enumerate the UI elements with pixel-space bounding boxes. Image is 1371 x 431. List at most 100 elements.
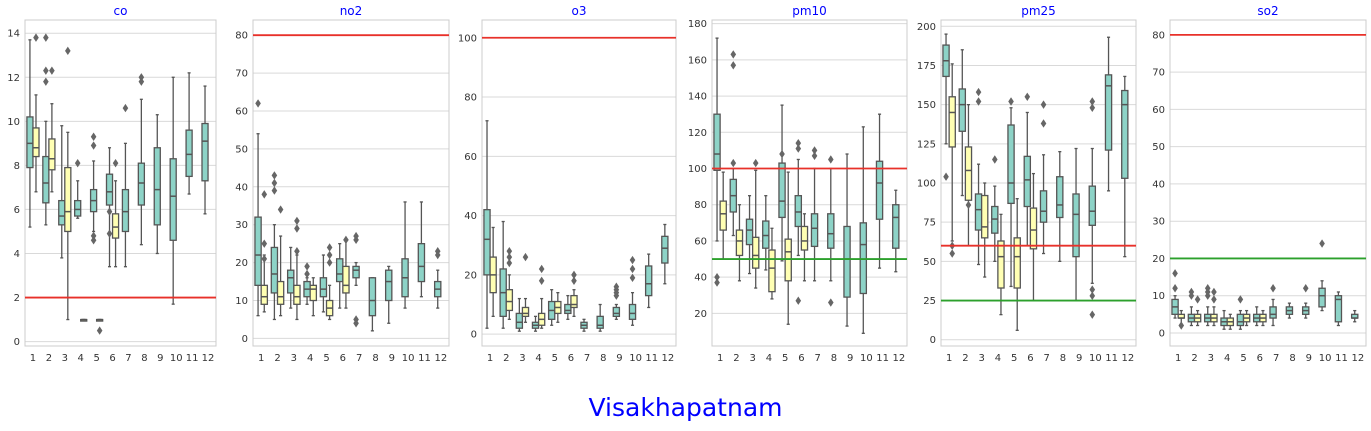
box-body: [368, 277, 377, 317]
box-3-a: [745, 195, 754, 275]
outlier-point: [122, 103, 129, 113]
box-6-b: [800, 213, 809, 282]
box-body: [735, 229, 744, 257]
box-5-a: [1236, 295, 1245, 330]
box-5-a: [319, 254, 328, 313]
x-tick-label: 2: [962, 353, 968, 364]
box-10-a: [1318, 239, 1326, 312]
y-tick-label: 6: [14, 205, 20, 216]
box-1-a: [483, 120, 491, 329]
box-11-a: [1334, 291, 1343, 327]
chart-title: pm25: [1021, 4, 1056, 18]
box-2-b: [276, 205, 285, 317]
box-3-a: [1203, 284, 1212, 327]
box-10-a: [859, 126, 868, 334]
outlier-point: [1211, 287, 1217, 297]
x-tick-label: 3: [749, 353, 755, 364]
box-body: [784, 238, 792, 282]
box-body: [1104, 74, 1113, 151]
box-7-a: [810, 146, 819, 282]
y-tick-label: 20: [1152, 254, 1165, 265]
outlier-point: [1089, 97, 1096, 106]
box-3-b: [1210, 287, 1218, 327]
plot-frame: [940, 19, 1137, 347]
outlier-point: [811, 146, 818, 155]
box-body: [948, 96, 956, 148]
outlier-point: [1172, 284, 1178, 293]
box-12-a: [892, 189, 900, 273]
outlier-point: [991, 155, 998, 164]
x-tick-label: 7: [1273, 353, 1279, 364]
x-tick-label: 2: [733, 353, 739, 364]
y-tick-label: 40: [694, 273, 707, 284]
box-body: [810, 213, 819, 248]
outlier-point: [271, 186, 278, 195]
x-tick-label: 2: [274, 353, 280, 364]
x-tick-label: 3: [1208, 353, 1214, 364]
y-tick-label: 20: [694, 309, 707, 320]
box-12-a: [433, 247, 442, 309]
outlier-point: [304, 262, 310, 271]
outlier-point: [255, 99, 261, 108]
box-body: [1072, 193, 1080, 258]
outlier-point: [730, 158, 737, 168]
box-body: [1334, 295, 1343, 323]
box-4-b: [997, 213, 1005, 316]
outlier-point: [261, 190, 268, 199]
box-3-a: [974, 87, 983, 266]
y-tick-label: 20: [235, 258, 248, 269]
box-6-a: [1252, 306, 1261, 327]
outlier-point: [714, 278, 720, 287]
x-tick-label: 7: [125, 353, 131, 364]
box-1-b: [32, 33, 40, 193]
x-tick-label: 9: [1076, 353, 1082, 364]
x-tick-label: 4: [307, 353, 313, 364]
chart-title: co: [114, 4, 128, 18]
box-3-b: [64, 46, 72, 321]
outlier-point: [730, 61, 737, 70]
box-body: [1013, 237, 1021, 289]
box-body: [628, 303, 637, 320]
x-tick-label: 4: [78, 353, 84, 364]
x-tick-label: 5: [1011, 353, 1017, 364]
outlier-point: [261, 254, 268, 264]
box-body: [201, 122, 209, 182]
x-tick-label: 1: [717, 353, 723, 364]
x-tick-label: 6: [568, 353, 574, 364]
box-body: [800, 225, 809, 251]
box-2-a: [499, 220, 507, 329]
box-8-a: [827, 155, 835, 307]
y-tick-label: 100: [917, 179, 936, 190]
outlier-point: [1194, 295, 1201, 304]
x-tick-label: 12: [434, 353, 447, 364]
box-12-a: [661, 223, 669, 285]
box-body: [505, 289, 514, 312]
box-2-b: [505, 246, 514, 320]
outlier-point: [1040, 100, 1047, 109]
y-tick-label: 180: [688, 19, 707, 30]
box-3-a: [515, 297, 524, 332]
box-body: [26, 116, 34, 169]
x-tick-label: 5: [323, 353, 329, 364]
y-tick-label: 10: [1152, 291, 1165, 302]
x-tick-label: 5: [93, 353, 99, 364]
x-tick-label: 4: [535, 353, 541, 364]
outlier-point: [304, 269, 310, 279]
box-5-b: [784, 171, 792, 325]
y-tick-label: 80: [1152, 30, 1165, 41]
y-tick-label: 25: [923, 296, 936, 307]
box-body: [260, 284, 269, 305]
y-tick-label: 120: [688, 128, 707, 139]
outlier-point: [943, 172, 949, 181]
x-tick-label: 8: [831, 353, 837, 364]
outlier-point: [65, 46, 71, 56]
x-tick-label: 7: [356, 353, 362, 364]
x-tick-label: 10: [1089, 353, 1102, 364]
box-12-a: [1350, 309, 1359, 323]
box-body: [644, 265, 653, 297]
outlier-point: [827, 155, 834, 164]
outlier-point: [827, 298, 834, 307]
box-5-b: [1242, 309, 1251, 327]
